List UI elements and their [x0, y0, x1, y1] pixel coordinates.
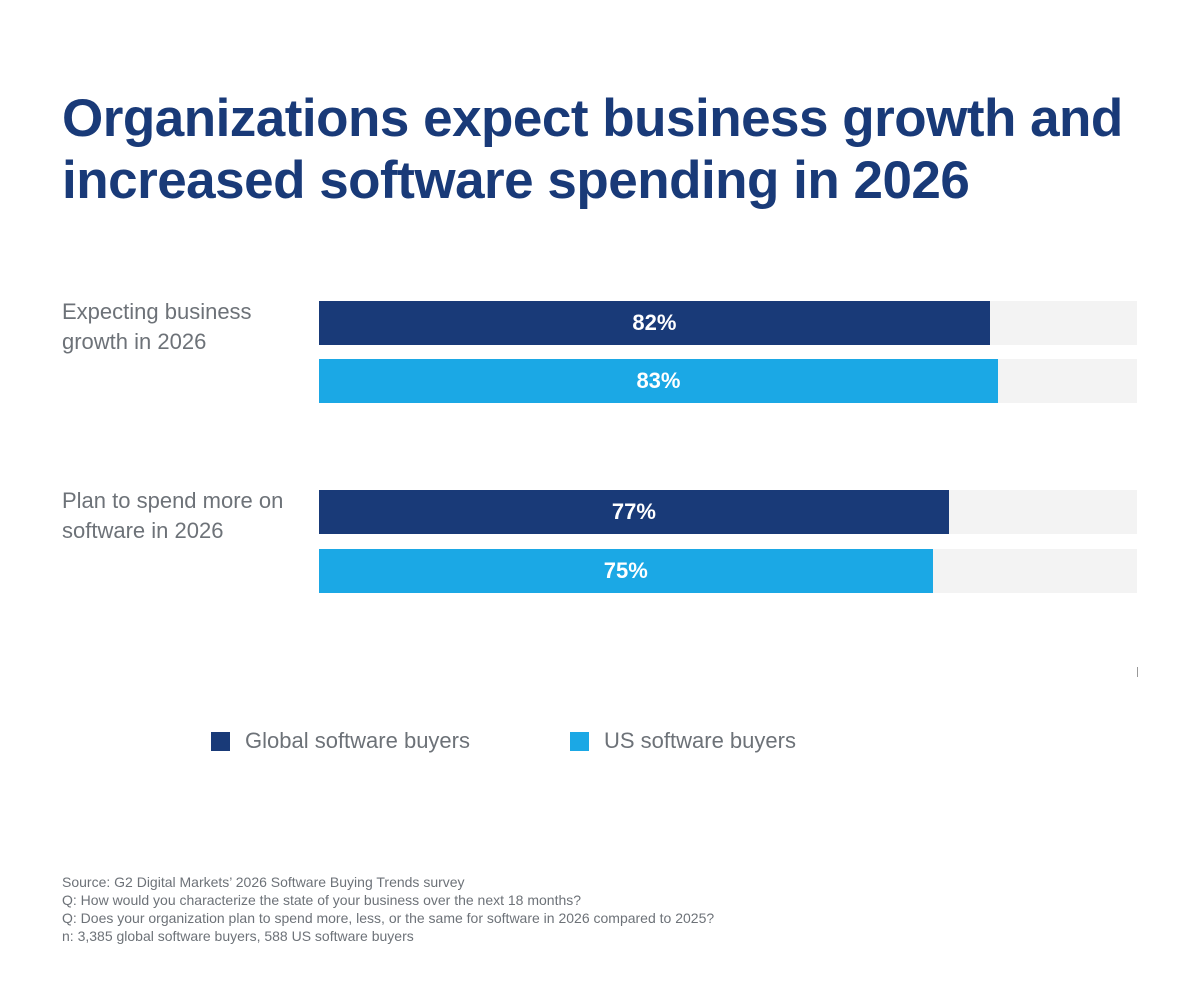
- legend-swatch: [211, 731, 230, 751]
- footer-source: Source: G2 Digital Markets’ 2026 Softwar…: [62, 874, 465, 890]
- legend-item-global: Global software buyers: [211, 728, 470, 754]
- data-label: 75%: [603, 558, 648, 583]
- legend-item-us: US software buyers: [570, 728, 796, 754]
- category-label: Expecting business growth in 2026: [62, 299, 252, 354]
- bar-track: 82%: [319, 301, 1137, 345]
- footer-question-2: Q: Does your organization plan to spend …: [62, 910, 715, 926]
- bar-track: 83%: [319, 359, 1137, 403]
- bar-us: 83%: [319, 359, 998, 403]
- data-label: 77%: [611, 499, 656, 524]
- bar-global: 82%: [319, 301, 990, 345]
- category-label: Plan to spend more on software in 2026: [62, 488, 284, 543]
- bar-track: 77%: [319, 490, 1137, 534]
- bar-track: 75%: [319, 549, 1137, 593]
- legend-swatch: [570, 731, 589, 751]
- legend-label: US software buyers: [604, 728, 796, 753]
- footer-notes: Source: G2 Digital Markets’ 2026 Softwar…: [62, 873, 714, 945]
- chart-title: Organizations expect business growth and…: [62, 89, 1123, 210]
- data-label: 82%: [632, 310, 677, 335]
- footer-sample: n: 3,385 global software buyers, 588 US …: [62, 928, 414, 944]
- bar-global: 77%: [319, 490, 949, 534]
- footer-question-1: Q: How would you characterize the state …: [62, 892, 582, 908]
- data-label: 83%: [636, 368, 681, 393]
- bar-us: 75%: [319, 549, 933, 593]
- axis-tick: [1137, 667, 1138, 677]
- legend-label: Global software buyers: [245, 728, 470, 753]
